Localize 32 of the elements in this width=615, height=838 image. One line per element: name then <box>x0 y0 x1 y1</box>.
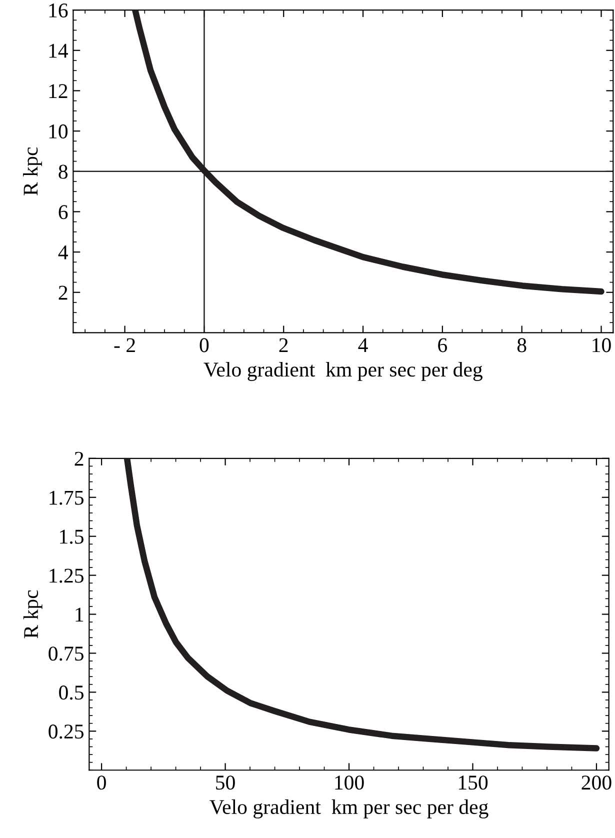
y-tick-label: 6 <box>58 205 68 220</box>
y-tick-label: 12 <box>49 84 68 98</box>
x-axis-title: Velo gradient km per sec per deg <box>204 362 482 381</box>
x-tick-label: 10 <box>592 338 611 352</box>
x-tick-label: - 2 <box>114 338 135 352</box>
y-axis-title: R kpc <box>23 147 42 196</box>
y-tick-label: 0.75 <box>48 646 84 661</box>
x-axis-title: Velo gradient km per sec per deg <box>210 799 488 818</box>
x-tick-label: 100 <box>335 776 364 790</box>
y-tick-label: 14 <box>49 44 68 58</box>
y-tick-label: 0.5 <box>59 686 84 700</box>
x-tick-label: 4 <box>358 338 368 352</box>
x-tick-label: 8 <box>517 338 526 352</box>
y-tick-label: 4 <box>58 246 68 260</box>
x-tick-label: 0 <box>97 776 106 790</box>
x-tick-label: 150 <box>458 776 488 790</box>
x-tick-label: 200 <box>582 776 612 790</box>
x-tick-label: 0 <box>200 338 209 352</box>
y-tick-label: 2 <box>74 452 84 466</box>
y-tick-label: 10 <box>49 124 68 138</box>
y-tick-label: 1.5 <box>60 530 84 544</box>
x-tick-label: 50 <box>216 776 235 790</box>
y-tick-label: 0.25 <box>48 724 84 739</box>
y-tick-label: 1.75 <box>50 490 84 505</box>
x-tick-label: 2 <box>279 338 288 352</box>
y-tick-label: 8 <box>58 164 68 179</box>
y-tick-label: 2 <box>58 286 68 300</box>
x-tick-label: 6 <box>438 338 448 352</box>
y-tick-label: 1.25 <box>50 568 84 583</box>
y-tick-label: 16 <box>49 3 68 18</box>
y-axis-title: R kpc <box>23 590 42 638</box>
y-tick-label: 1 <box>76 608 84 622</box>
